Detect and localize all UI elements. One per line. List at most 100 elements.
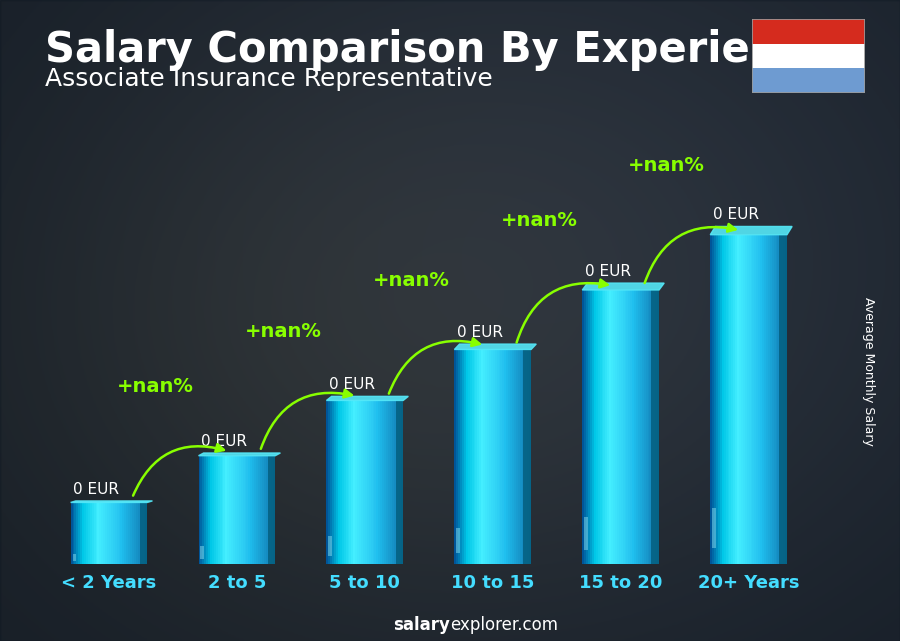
Bar xyxy=(779,235,787,564)
Bar xyxy=(258,456,260,564)
Bar xyxy=(111,503,112,564)
Bar xyxy=(382,401,384,564)
Bar xyxy=(640,290,642,564)
Bar xyxy=(737,235,739,564)
Bar xyxy=(466,349,468,564)
Bar xyxy=(225,456,228,564)
Text: +nan%: +nan% xyxy=(628,156,706,175)
Bar xyxy=(512,349,514,564)
Polygon shape xyxy=(70,501,152,503)
Bar xyxy=(611,290,613,564)
Bar xyxy=(527,349,529,564)
Bar xyxy=(502,349,504,564)
Bar xyxy=(752,69,865,93)
Bar xyxy=(73,554,77,561)
Bar xyxy=(785,235,788,564)
Bar xyxy=(220,456,221,564)
Bar xyxy=(779,235,781,564)
Bar xyxy=(267,456,270,564)
Bar xyxy=(584,290,586,564)
Bar xyxy=(70,503,73,564)
Bar xyxy=(395,401,403,564)
Bar xyxy=(82,503,84,564)
Bar xyxy=(99,503,102,564)
Bar xyxy=(88,503,90,564)
Bar xyxy=(594,290,596,564)
Bar xyxy=(359,401,361,564)
Bar xyxy=(138,503,140,564)
Bar xyxy=(351,401,354,564)
Bar xyxy=(94,503,95,564)
Bar xyxy=(644,290,646,564)
Bar xyxy=(380,401,382,564)
Bar xyxy=(76,503,78,564)
Text: 0 EUR: 0 EUR xyxy=(585,264,631,279)
Bar xyxy=(210,456,212,564)
Bar xyxy=(245,456,247,564)
Bar xyxy=(712,235,715,564)
Bar xyxy=(754,235,756,564)
Bar xyxy=(500,349,502,564)
Bar xyxy=(464,349,466,564)
Bar xyxy=(472,349,473,564)
Bar xyxy=(732,235,733,564)
Bar xyxy=(112,503,115,564)
Bar xyxy=(338,401,340,564)
Bar xyxy=(109,503,111,564)
Bar xyxy=(202,456,204,564)
Bar xyxy=(107,503,109,564)
Bar xyxy=(592,290,594,564)
Bar xyxy=(92,503,94,564)
Bar xyxy=(264,456,266,564)
Text: +nan%: +nan% xyxy=(245,322,321,341)
Bar xyxy=(73,503,75,564)
Bar xyxy=(510,349,512,564)
Bar xyxy=(506,349,508,564)
Bar xyxy=(80,503,82,564)
Bar xyxy=(221,456,223,564)
Bar xyxy=(393,401,396,564)
Bar xyxy=(468,349,470,564)
Bar xyxy=(378,401,381,564)
Bar xyxy=(491,349,493,564)
Bar xyxy=(130,503,132,564)
Bar xyxy=(752,235,754,564)
Bar xyxy=(645,290,648,564)
Polygon shape xyxy=(710,226,792,235)
Bar xyxy=(252,456,255,564)
Bar xyxy=(483,349,485,564)
Bar xyxy=(136,503,138,564)
Bar xyxy=(768,235,769,564)
Bar xyxy=(140,503,141,564)
Bar xyxy=(102,503,104,564)
Bar xyxy=(374,401,376,564)
Bar xyxy=(599,290,601,564)
Bar xyxy=(601,290,604,564)
Bar xyxy=(623,290,625,564)
Bar xyxy=(134,503,136,564)
Bar xyxy=(482,349,483,564)
Bar xyxy=(764,235,766,564)
Bar xyxy=(240,456,243,564)
Bar xyxy=(628,290,630,564)
Bar xyxy=(400,401,401,564)
Bar xyxy=(237,456,239,564)
Text: +nan%: +nan% xyxy=(117,377,194,396)
Bar xyxy=(75,503,76,564)
Bar xyxy=(522,349,524,564)
Bar xyxy=(456,349,458,564)
Bar xyxy=(262,456,264,564)
Bar xyxy=(124,503,126,564)
Bar xyxy=(632,290,634,564)
Bar xyxy=(141,503,144,564)
Bar xyxy=(774,235,776,564)
Bar xyxy=(199,456,201,564)
Bar xyxy=(361,401,363,564)
Bar xyxy=(493,349,495,564)
Bar xyxy=(752,44,865,69)
Bar xyxy=(582,290,584,564)
Bar xyxy=(456,528,460,553)
Bar xyxy=(758,235,760,564)
Bar xyxy=(590,290,592,564)
Bar xyxy=(718,235,720,564)
